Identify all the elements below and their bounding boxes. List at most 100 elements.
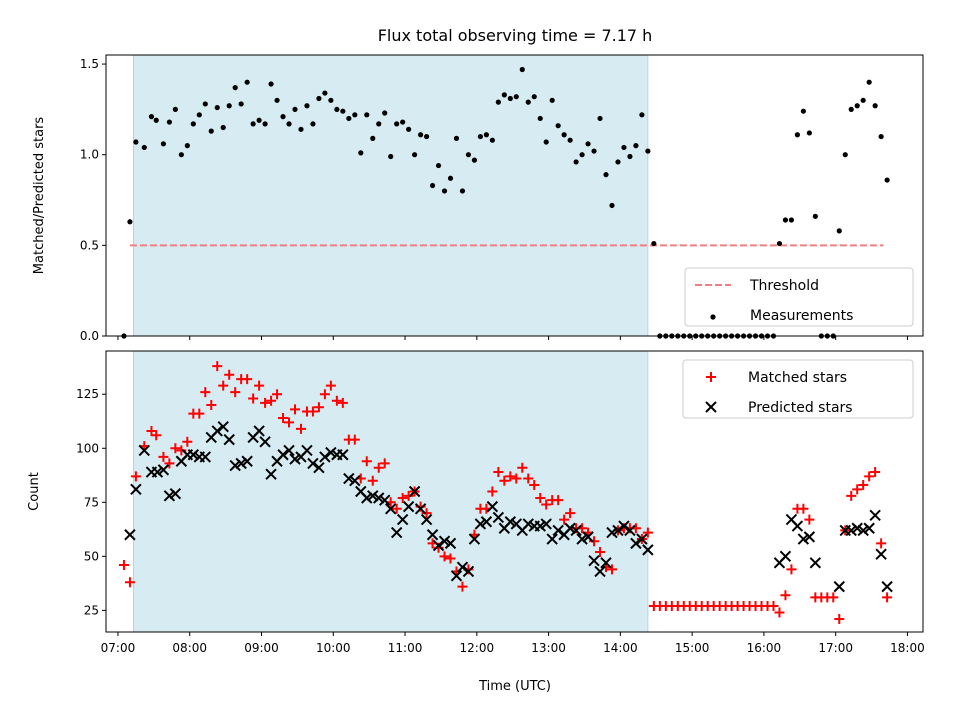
- data-point: [340, 108, 346, 114]
- data-point: [597, 115, 603, 122]
- data-point: [511, 473, 522, 484]
- data-point: [313, 402, 324, 413]
- data-point: [244, 79, 250, 85]
- data-point: [277, 449, 289, 461]
- data-point: [253, 425, 265, 437]
- data-point: [468, 533, 481, 545]
- data-point: [615, 159, 621, 165]
- y-tick-label: 125: [76, 387, 99, 401]
- x-tick-label: 14:00: [603, 641, 638, 655]
- data-point: [624, 524, 636, 537]
- data-point: [788, 217, 795, 223]
- data-point: [202, 101, 208, 107]
- data-point: [307, 457, 319, 470]
- legend: Matched stars Predicted stars: [682, 359, 914, 419]
- data-point: [450, 570, 463, 582]
- data-point: [229, 459, 241, 472]
- data-point: [272, 389, 283, 400]
- data-point: [160, 141, 167, 147]
- data-point: [412, 152, 418, 158]
- legend-box: [684, 267, 914, 327]
- y-tick-label: 0.5: [80, 238, 99, 252]
- data-point: [289, 404, 300, 415]
- data-point: [870, 467, 881, 478]
- x-tick-label: 13:00: [531, 641, 566, 655]
- data-point: [190, 121, 196, 127]
- data-point: [884, 177, 890, 183]
- data-point: [435, 162, 442, 169]
- data-point: [223, 433, 235, 446]
- data-point: [774, 607, 785, 618]
- data-point: [477, 133, 484, 140]
- data-point: [358, 150, 364, 156]
- data-point: [268, 81, 274, 87]
- data-point: [157, 464, 170, 476]
- data-point: [408, 485, 421, 498]
- data-point: [864, 471, 875, 482]
- data-point: [480, 516, 493, 528]
- data-point: [501, 92, 507, 98]
- data-point: [182, 436, 193, 447]
- data-point: [589, 536, 600, 547]
- data-point: [493, 467, 504, 478]
- data-point: [265, 468, 277, 480]
- data-point: [208, 128, 214, 134]
- data-point: [313, 462, 325, 474]
- data-point: [138, 444, 150, 457]
- data-point: [540, 518, 552, 530]
- data-point: [176, 445, 187, 456]
- x-tick-label: 17:00: [818, 641, 853, 655]
- data-point: [331, 395, 342, 406]
- data-point: [543, 139, 549, 145]
- data-point: [254, 380, 265, 391]
- data-point: [242, 374, 253, 385]
- data-point: [780, 590, 791, 601]
- data-point: [486, 500, 499, 513]
- data-point: [429, 182, 436, 189]
- data-point: [148, 114, 155, 120]
- data-point: [384, 503, 397, 515]
- data-point: [259, 436, 271, 448]
- data-point: [803, 531, 816, 543]
- data-point: [376, 121, 382, 127]
- data-point: [499, 475, 510, 486]
- data-point: [158, 451, 169, 462]
- data-point: [642, 527, 653, 538]
- data-point: [776, 240, 783, 247]
- data-point: [432, 539, 445, 552]
- data-point: [636, 533, 648, 545]
- legend-label: Predicted stars: [748, 400, 853, 416]
- data-point: [852, 484, 863, 495]
- data-point: [609, 202, 615, 209]
- y-tick-label: 75: [84, 495, 99, 509]
- data-point: [417, 132, 424, 138]
- y-tick-label: 1.0: [80, 148, 99, 162]
- data-point: [465, 152, 472, 158]
- data-point: [170, 443, 181, 454]
- data-point: [445, 553, 456, 564]
- data-point: [588, 554, 600, 567]
- data-point: [875, 548, 887, 560]
- data-point: [361, 456, 372, 467]
- data-point: [289, 453, 301, 465]
- data-point: [456, 561, 469, 573]
- data-point: [262, 121, 268, 127]
- data-point: [370, 135, 376, 141]
- observing-window-shade: [133, 350, 649, 633]
- data-point: [453, 135, 460, 141]
- data-point: [301, 444, 313, 457]
- data-point: [426, 529, 439, 541]
- x-tick-label: 11:00: [388, 641, 423, 655]
- data-point: [328, 97, 334, 103]
- data-point: [618, 520, 630, 532]
- data-point: [804, 514, 815, 525]
- data-point: [492, 511, 505, 524]
- data-point: [214, 104, 220, 111]
- data-point: [523, 473, 534, 484]
- data-point: [238, 101, 244, 107]
- data-point: [172, 106, 178, 112]
- data-point: [645, 148, 651, 154]
- legend-marker: [706, 372, 716, 382]
- data-point: [260, 397, 271, 408]
- x-tick-label: 10:00: [316, 641, 351, 655]
